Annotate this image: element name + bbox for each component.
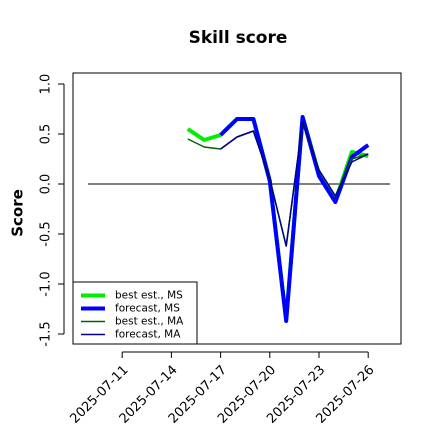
- y-axis-label: Score: [9, 189, 27, 237]
- series-line: [219, 115, 370, 323]
- plot-frame: [72, 72, 402, 345]
- chart-title: Skill score: [189, 28, 288, 48]
- legend-label: best est., MS: [115, 290, 183, 302]
- legend-label: best est., MA: [115, 316, 184, 328]
- y-tick-label: -1.5: [39, 321, 54, 346]
- y-tick-label: 0.0: [39, 174, 54, 195]
- legend-label: forecast, MA: [115, 329, 181, 341]
- series-line: [220, 121, 369, 247]
- legend-label: forecast, MS: [115, 303, 180, 315]
- y-tick-label: 0.5: [39, 124, 54, 145]
- y-tick-label: -0.5: [39, 221, 54, 246]
- series-line: [186, 115, 369, 321]
- y-tick-label: -1.0: [39, 271, 54, 296]
- legend-box: [72, 281, 198, 345]
- y-tick-label: 1.0: [39, 74, 54, 95]
